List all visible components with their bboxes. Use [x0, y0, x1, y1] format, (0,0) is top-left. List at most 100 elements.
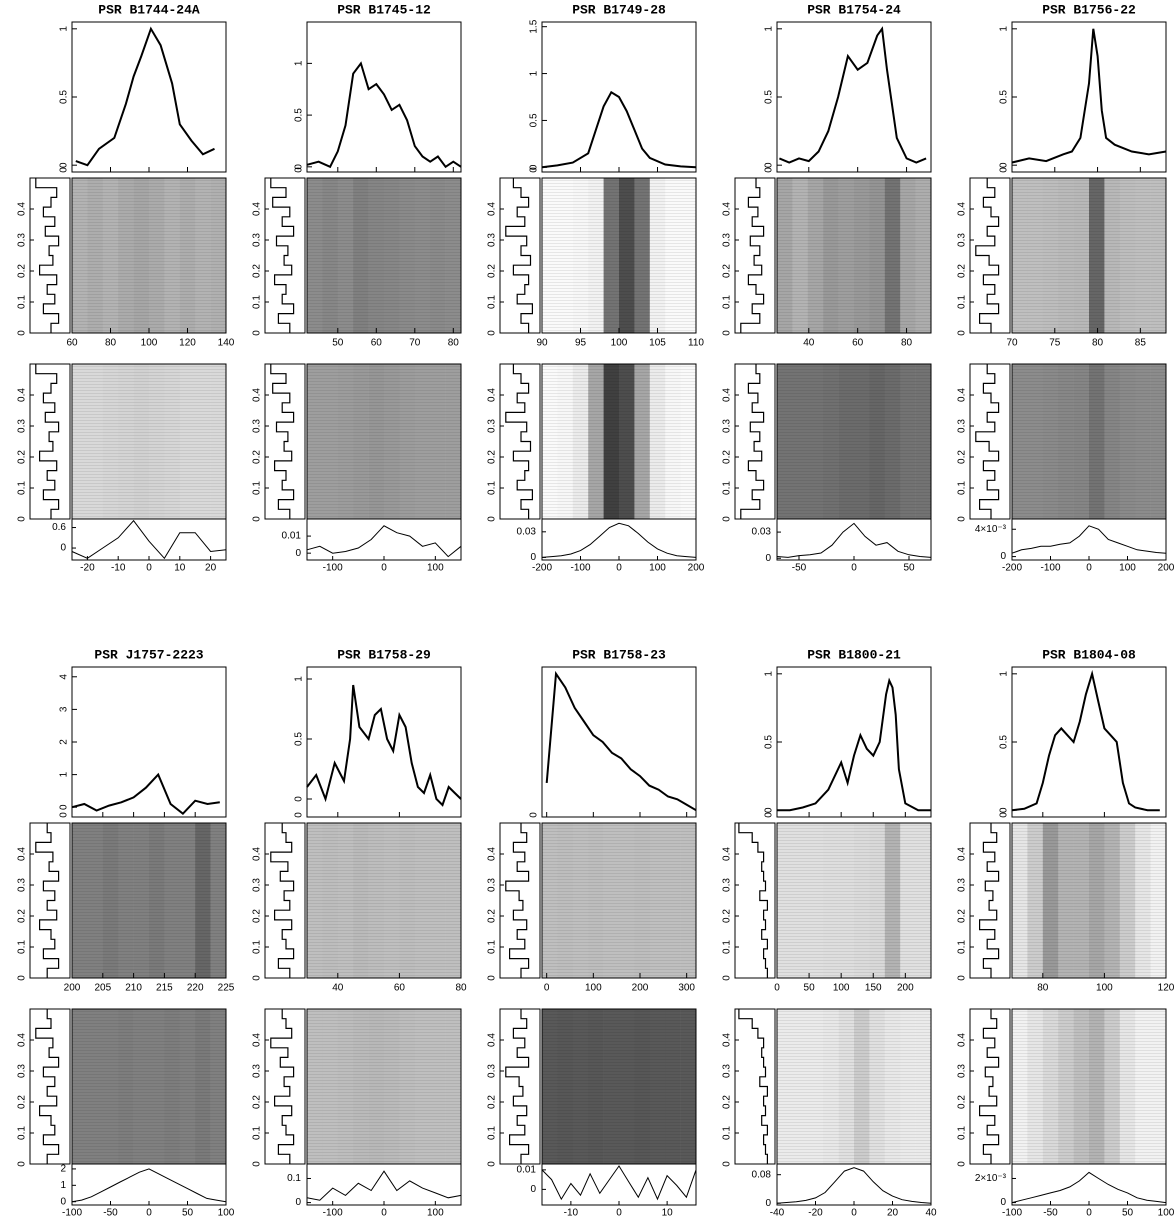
x-tick-label: 220 — [187, 983, 204, 994]
y-tick-label: 2 — [60, 1164, 66, 1175]
x-tick-label: 10 — [174, 563, 186, 574]
x-tick-label: 210 — [125, 983, 142, 994]
y-tick-label: 0 — [60, 1196, 66, 1207]
profile-line — [545, 670, 697, 812]
y-tick-label: 0 — [294, 164, 305, 170]
side-frame — [29, 177, 71, 334]
y-tick-label: 0.4 — [17, 847, 28, 861]
x-tick-label: 80 — [901, 338, 913, 349]
side-tick-label: 0 — [294, 167, 305, 173]
y-tick-label: 0 — [295, 1197, 301, 1208]
x-tick-label: -40 — [770, 1208, 785, 1217]
x-tick-label: 20 — [205, 563, 217, 574]
panel-title: PSR B1758-23 — [572, 647, 666, 662]
profile-frame — [306, 21, 462, 173]
x-tick-label: 0 — [146, 1208, 152, 1217]
side-tick-label: 0 — [999, 812, 1010, 818]
y-tick-label: 0.3 — [17, 878, 28, 892]
x-tick-label: 80 — [1092, 338, 1104, 349]
side-frame — [969, 822, 1011, 979]
y-tick-label: 0.1 — [722, 1126, 733, 1140]
side-profile — [270, 178, 295, 333]
y-tick-label: 0 — [60, 543, 66, 554]
y-tick-label: 0.3 — [957, 233, 968, 247]
y-tick-label: 0.3 — [957, 878, 968, 892]
side-frame — [969, 177, 1011, 334]
y-tick-label: 0.4 — [957, 847, 968, 861]
y-tick-label: 0 — [17, 516, 28, 522]
x-tick-label: 50 — [1122, 1208, 1134, 1217]
y-tick-label: 0 — [957, 1161, 968, 1167]
profile-frame — [71, 666, 227, 818]
panel-title: PSR B1744-24A — [98, 2, 200, 17]
side-tick-label: 0 — [999, 167, 1010, 173]
y-tick-label: 0.3 — [957, 419, 968, 433]
side-profile — [505, 823, 530, 978]
y-tick-label: 0.5 — [59, 90, 70, 104]
side-tick-label: 0 — [59, 167, 70, 173]
x-tick-label: 100 — [1158, 1208, 1174, 1217]
heatmap-frame — [541, 822, 697, 979]
side-tick-label: 0 — [59, 812, 70, 818]
heatmap-texture — [777, 364, 931, 519]
y-tick-label: 0.2 — [252, 909, 263, 923]
y-tick-label: 0.4 — [957, 1033, 968, 1047]
x-tick-label: 140 — [218, 338, 235, 349]
y-tick-label: 0.1 — [957, 481, 968, 495]
y-tick-label: 1 — [59, 771, 70, 777]
y-tick-label: 0.08 — [752, 1169, 772, 1180]
y-tick-label: 0.2 — [487, 264, 498, 278]
spectrum-frame — [71, 518, 227, 561]
spectrum-line — [541, 522, 697, 558]
x-tick-label: 20 — [887, 1208, 899, 1217]
heatmap-texture — [307, 178, 461, 333]
side-frame — [734, 363, 776, 520]
x-tick-label: 225 — [218, 983, 235, 994]
spectrum-line — [776, 1167, 932, 1204]
side-profile — [738, 823, 768, 978]
y-tick-label: 0 — [1000, 1197, 1006, 1208]
y-tick-label: 0.3 — [487, 878, 498, 892]
side-profile — [979, 1009, 1000, 1164]
y-tick-label: 0.4 — [722, 1033, 733, 1047]
heatmap-texture — [1012, 364, 1166, 519]
x-tick-label: 0 — [381, 1208, 387, 1217]
side-profile — [505, 1009, 530, 1164]
y-tick-label: 0.4 — [722, 847, 733, 861]
heatmap-texture — [1012, 1009, 1166, 1164]
side-profile — [505, 178, 533, 333]
y-tick-label: 0.2 — [722, 909, 733, 923]
x-tick-label: 60 — [852, 338, 864, 349]
x-tick-label: 200 — [897, 983, 914, 994]
panel-title: PSR B1804-08 — [1042, 647, 1136, 662]
side-profile — [740, 178, 765, 333]
x-tick-label: -200 — [1002, 563, 1022, 574]
heatmap-frame — [71, 822, 227, 979]
spectrum-frame — [541, 518, 697, 561]
side-tick-label: 0 — [764, 812, 775, 818]
y-tick-label: 0 — [764, 807, 775, 813]
y-tick-label: 0 — [59, 162, 70, 168]
x-tick-label: 0 — [1086, 1208, 1092, 1217]
y-tick-label: 0.3 — [487, 419, 498, 433]
x-tick-label: 200 — [1158, 563, 1174, 574]
y-tick-label: 0.3 — [487, 233, 498, 247]
side-frame — [264, 1008, 306, 1165]
x-tick-label: 60 — [394, 983, 406, 994]
heatmap-frame — [776, 177, 932, 334]
side-frame — [734, 177, 776, 334]
x-tick-label: 50 — [804, 983, 816, 994]
y-tick-label: 0 — [530, 552, 536, 563]
x-tick-label: 50 — [903, 563, 915, 574]
x-tick-label: -100 — [323, 563, 343, 574]
side-frame — [29, 822, 71, 979]
x-tick-label: -100 — [323, 1208, 343, 1217]
y-tick-label: 0.5 — [294, 108, 305, 122]
y-tick-label: 0 — [487, 975, 498, 981]
profile-line — [779, 26, 927, 164]
x-tick-label: 100 — [1119, 563, 1136, 574]
spectrum-line — [306, 525, 462, 558]
spectrum-line — [776, 522, 932, 558]
y-tick-label: 0.3 — [17, 233, 28, 247]
